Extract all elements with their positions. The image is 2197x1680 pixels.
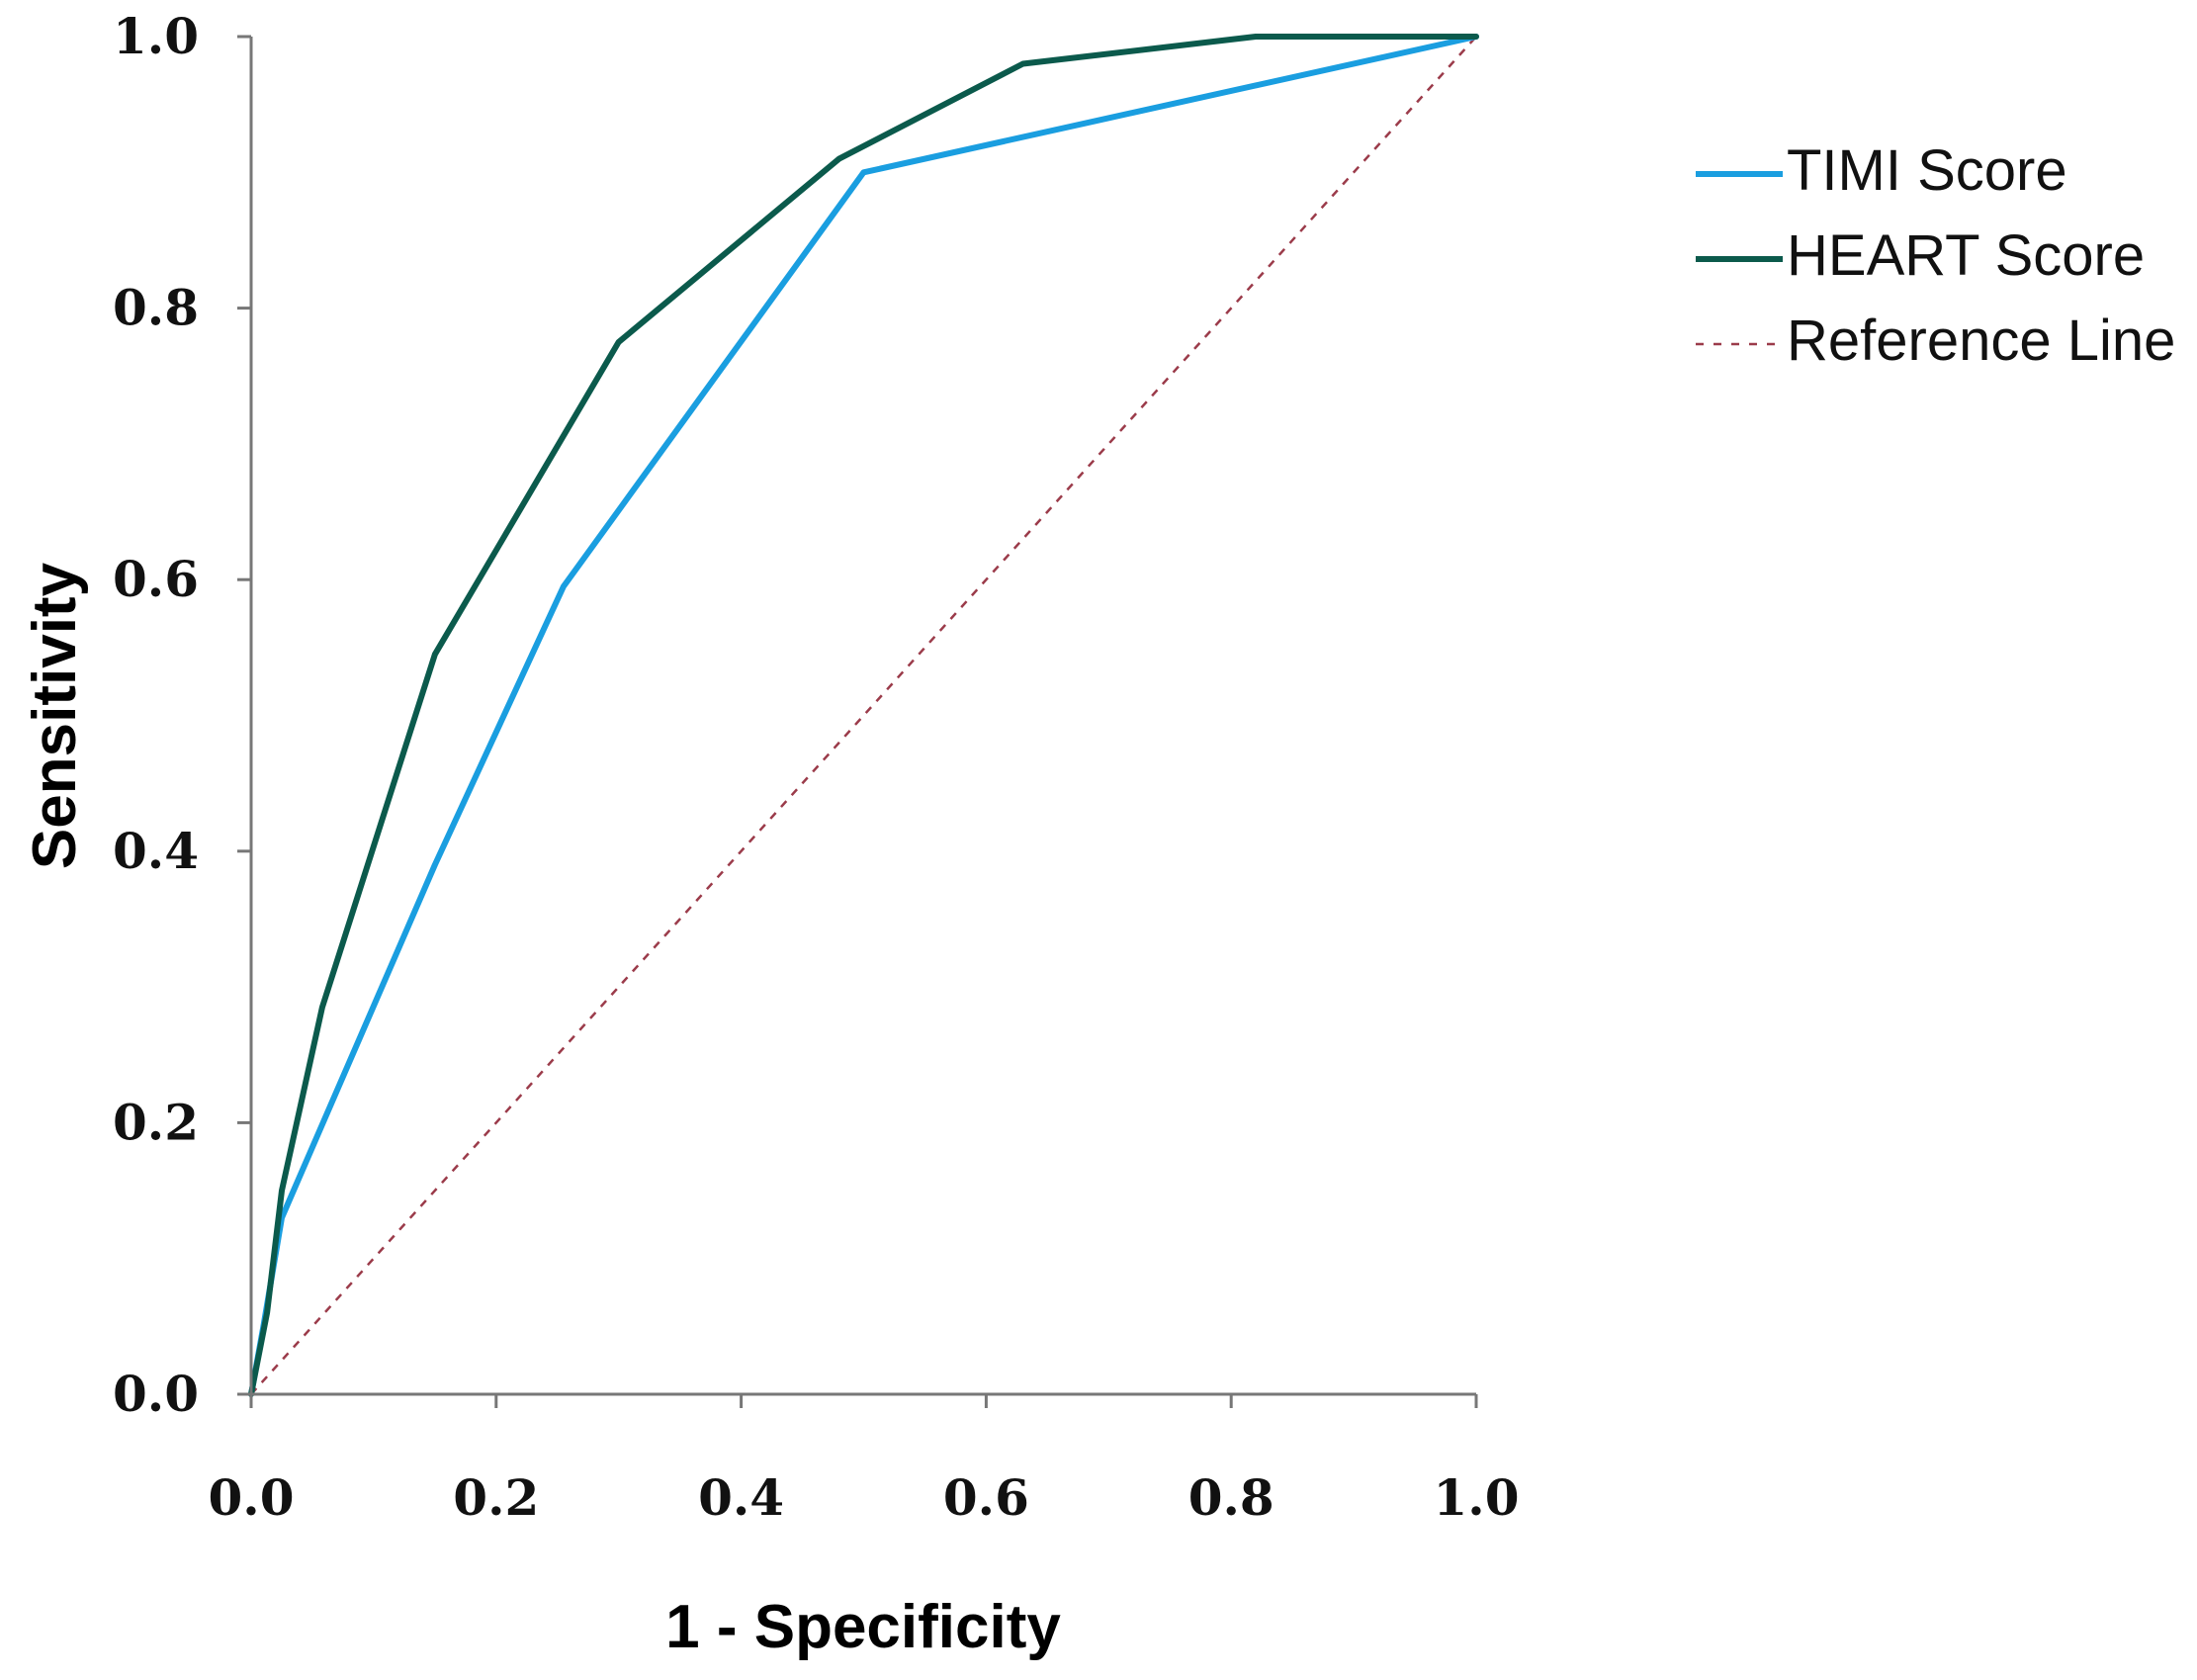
x-tick-label: 0.2 xyxy=(453,1468,539,1527)
legend-label: HEART Score xyxy=(1787,223,2145,288)
y-ticks: 0.0 0.2 0.4 0.6 0.8 1.0 xyxy=(113,7,251,1423)
legend-label: TIMI Score xyxy=(1787,138,2067,203)
series-line-reference-line xyxy=(250,36,1477,1395)
plot-area xyxy=(248,34,1479,1397)
y-tick-label: 0.6 xyxy=(113,550,199,608)
y-tick-label: 0.0 xyxy=(113,1365,199,1423)
x-tick-label: 0.6 xyxy=(943,1468,1029,1527)
y-tick-label: 0.2 xyxy=(113,1093,199,1151)
y-tick-label: 1.0 xyxy=(113,7,199,65)
axes xyxy=(249,37,1476,1396)
y-axis-title: Sensitivity xyxy=(21,562,89,869)
series-line-heart-score xyxy=(248,34,1479,1397)
legend: TIMI Score HEART Score Reference Line xyxy=(1696,138,2175,373)
x-tick-label: 0.0 xyxy=(209,1468,295,1527)
x-tick-label: 0.4 xyxy=(698,1468,784,1527)
x-tick-label: 0.8 xyxy=(1188,1468,1274,1527)
y-tick-label: 0.4 xyxy=(113,822,199,880)
x-tick-label: 1.0 xyxy=(1434,1468,1520,1527)
y-tick-label: 0.8 xyxy=(113,279,199,337)
x-ticks: 0.0 0.2 0.4 0.6 0.8 1.0 xyxy=(209,1394,1520,1527)
x-axis-title: 1 - Specificity xyxy=(665,1593,1061,1661)
legend-label: Reference Line xyxy=(1787,309,2175,373)
